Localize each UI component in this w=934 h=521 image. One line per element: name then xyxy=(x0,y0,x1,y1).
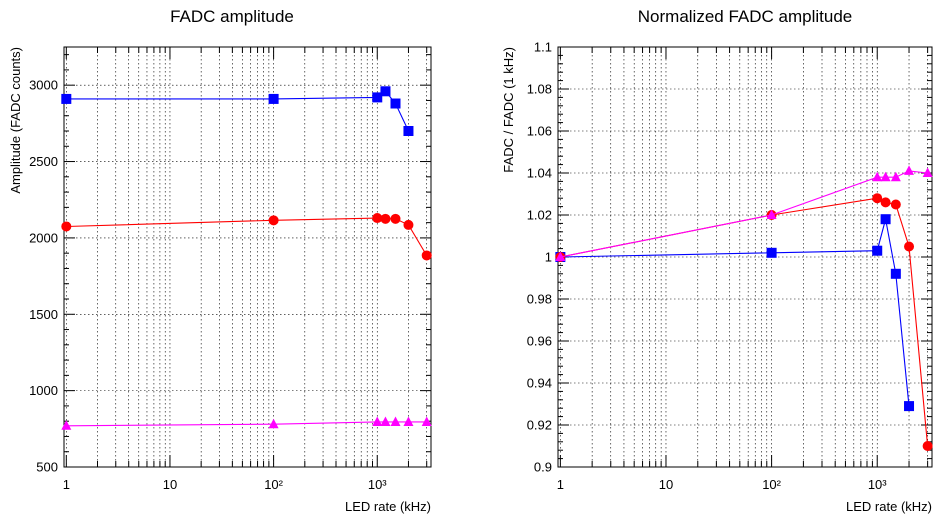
y-tick-label: 500 xyxy=(36,460,58,475)
data-point-circle xyxy=(904,242,914,252)
x-tick-label: 10³ xyxy=(368,477,387,492)
y-tick-label: 1.02 xyxy=(527,208,552,223)
data-point-square xyxy=(767,248,777,258)
x-tick-label: 10 xyxy=(659,477,673,492)
data-point-circle xyxy=(923,441,933,451)
data-point-square xyxy=(391,99,401,109)
data-point-circle xyxy=(891,200,901,210)
y-tick-label: 2500 xyxy=(29,154,58,169)
data-point-square xyxy=(403,126,413,136)
y-tick-label: 0.9 xyxy=(534,460,552,475)
data-point-circle xyxy=(380,214,390,224)
plot-area xyxy=(64,47,431,467)
x-tick-label: 10² xyxy=(264,477,283,492)
data-point-circle xyxy=(403,220,413,230)
data-point-square xyxy=(872,246,882,256)
y-tick-label: 1.08 xyxy=(527,82,552,97)
panel-fadc-amplitude: 1 10 10² 10³ 500 1000 1500 2000 2500 3000 FADC amp… xyxy=(8,7,432,514)
data-point-square xyxy=(269,94,279,104)
y-tick-label: 0.94 xyxy=(527,376,552,391)
data-point-square xyxy=(380,86,390,96)
x-tick-label: 1 xyxy=(63,477,70,492)
y-tick-label: 2000 xyxy=(29,230,58,245)
chart-title: FADC amplitude xyxy=(170,7,294,26)
data-point-circle xyxy=(61,221,71,231)
data-point-circle xyxy=(391,214,401,224)
y-tick-label: 1500 xyxy=(29,307,58,322)
y-axis-label: Amplitude (FADC counts) xyxy=(8,47,23,194)
data-point-square xyxy=(61,94,71,104)
y-tick-label: 3000 xyxy=(29,78,58,93)
data-point-square xyxy=(904,401,914,411)
y-tick-label: 1000 xyxy=(29,383,58,398)
data-point-square xyxy=(891,269,901,279)
y-tick-label: 0.98 xyxy=(527,292,552,307)
panel-normalized-fadc-amplitude: 1 10 10² 10³ 0.9 0.92 0.94 0.96 0.98 1 1.02 1.04 1.0… xyxy=(501,7,933,514)
data-point-square xyxy=(881,214,891,224)
y-tick-label: 1.1 xyxy=(534,40,552,55)
chart-title: Normalized FADC amplitude xyxy=(638,7,852,26)
y-tick-label: 0.96 xyxy=(527,334,552,349)
y-tick-label: 1.06 xyxy=(527,124,552,139)
x-axis-label: LED rate (kHz) xyxy=(345,499,431,514)
data-point-circle xyxy=(881,197,891,207)
x-axis-label: LED rate (kHz) xyxy=(846,499,932,514)
y-tick-label: 1.04 xyxy=(527,166,552,181)
data-point-circle xyxy=(269,215,279,225)
x-tick-label: 10 xyxy=(163,477,177,492)
x-tick-label: 10² xyxy=(762,477,781,492)
y-tick-label: 0.92 xyxy=(527,418,552,433)
y-axis-label: FADC / FADC (1 kHz) xyxy=(501,47,516,173)
x-tick-label: 10³ xyxy=(868,477,887,492)
y-tick-label: 1 xyxy=(545,250,552,265)
x-tick-label: 1 xyxy=(557,477,564,492)
data-point-circle xyxy=(422,250,432,260)
